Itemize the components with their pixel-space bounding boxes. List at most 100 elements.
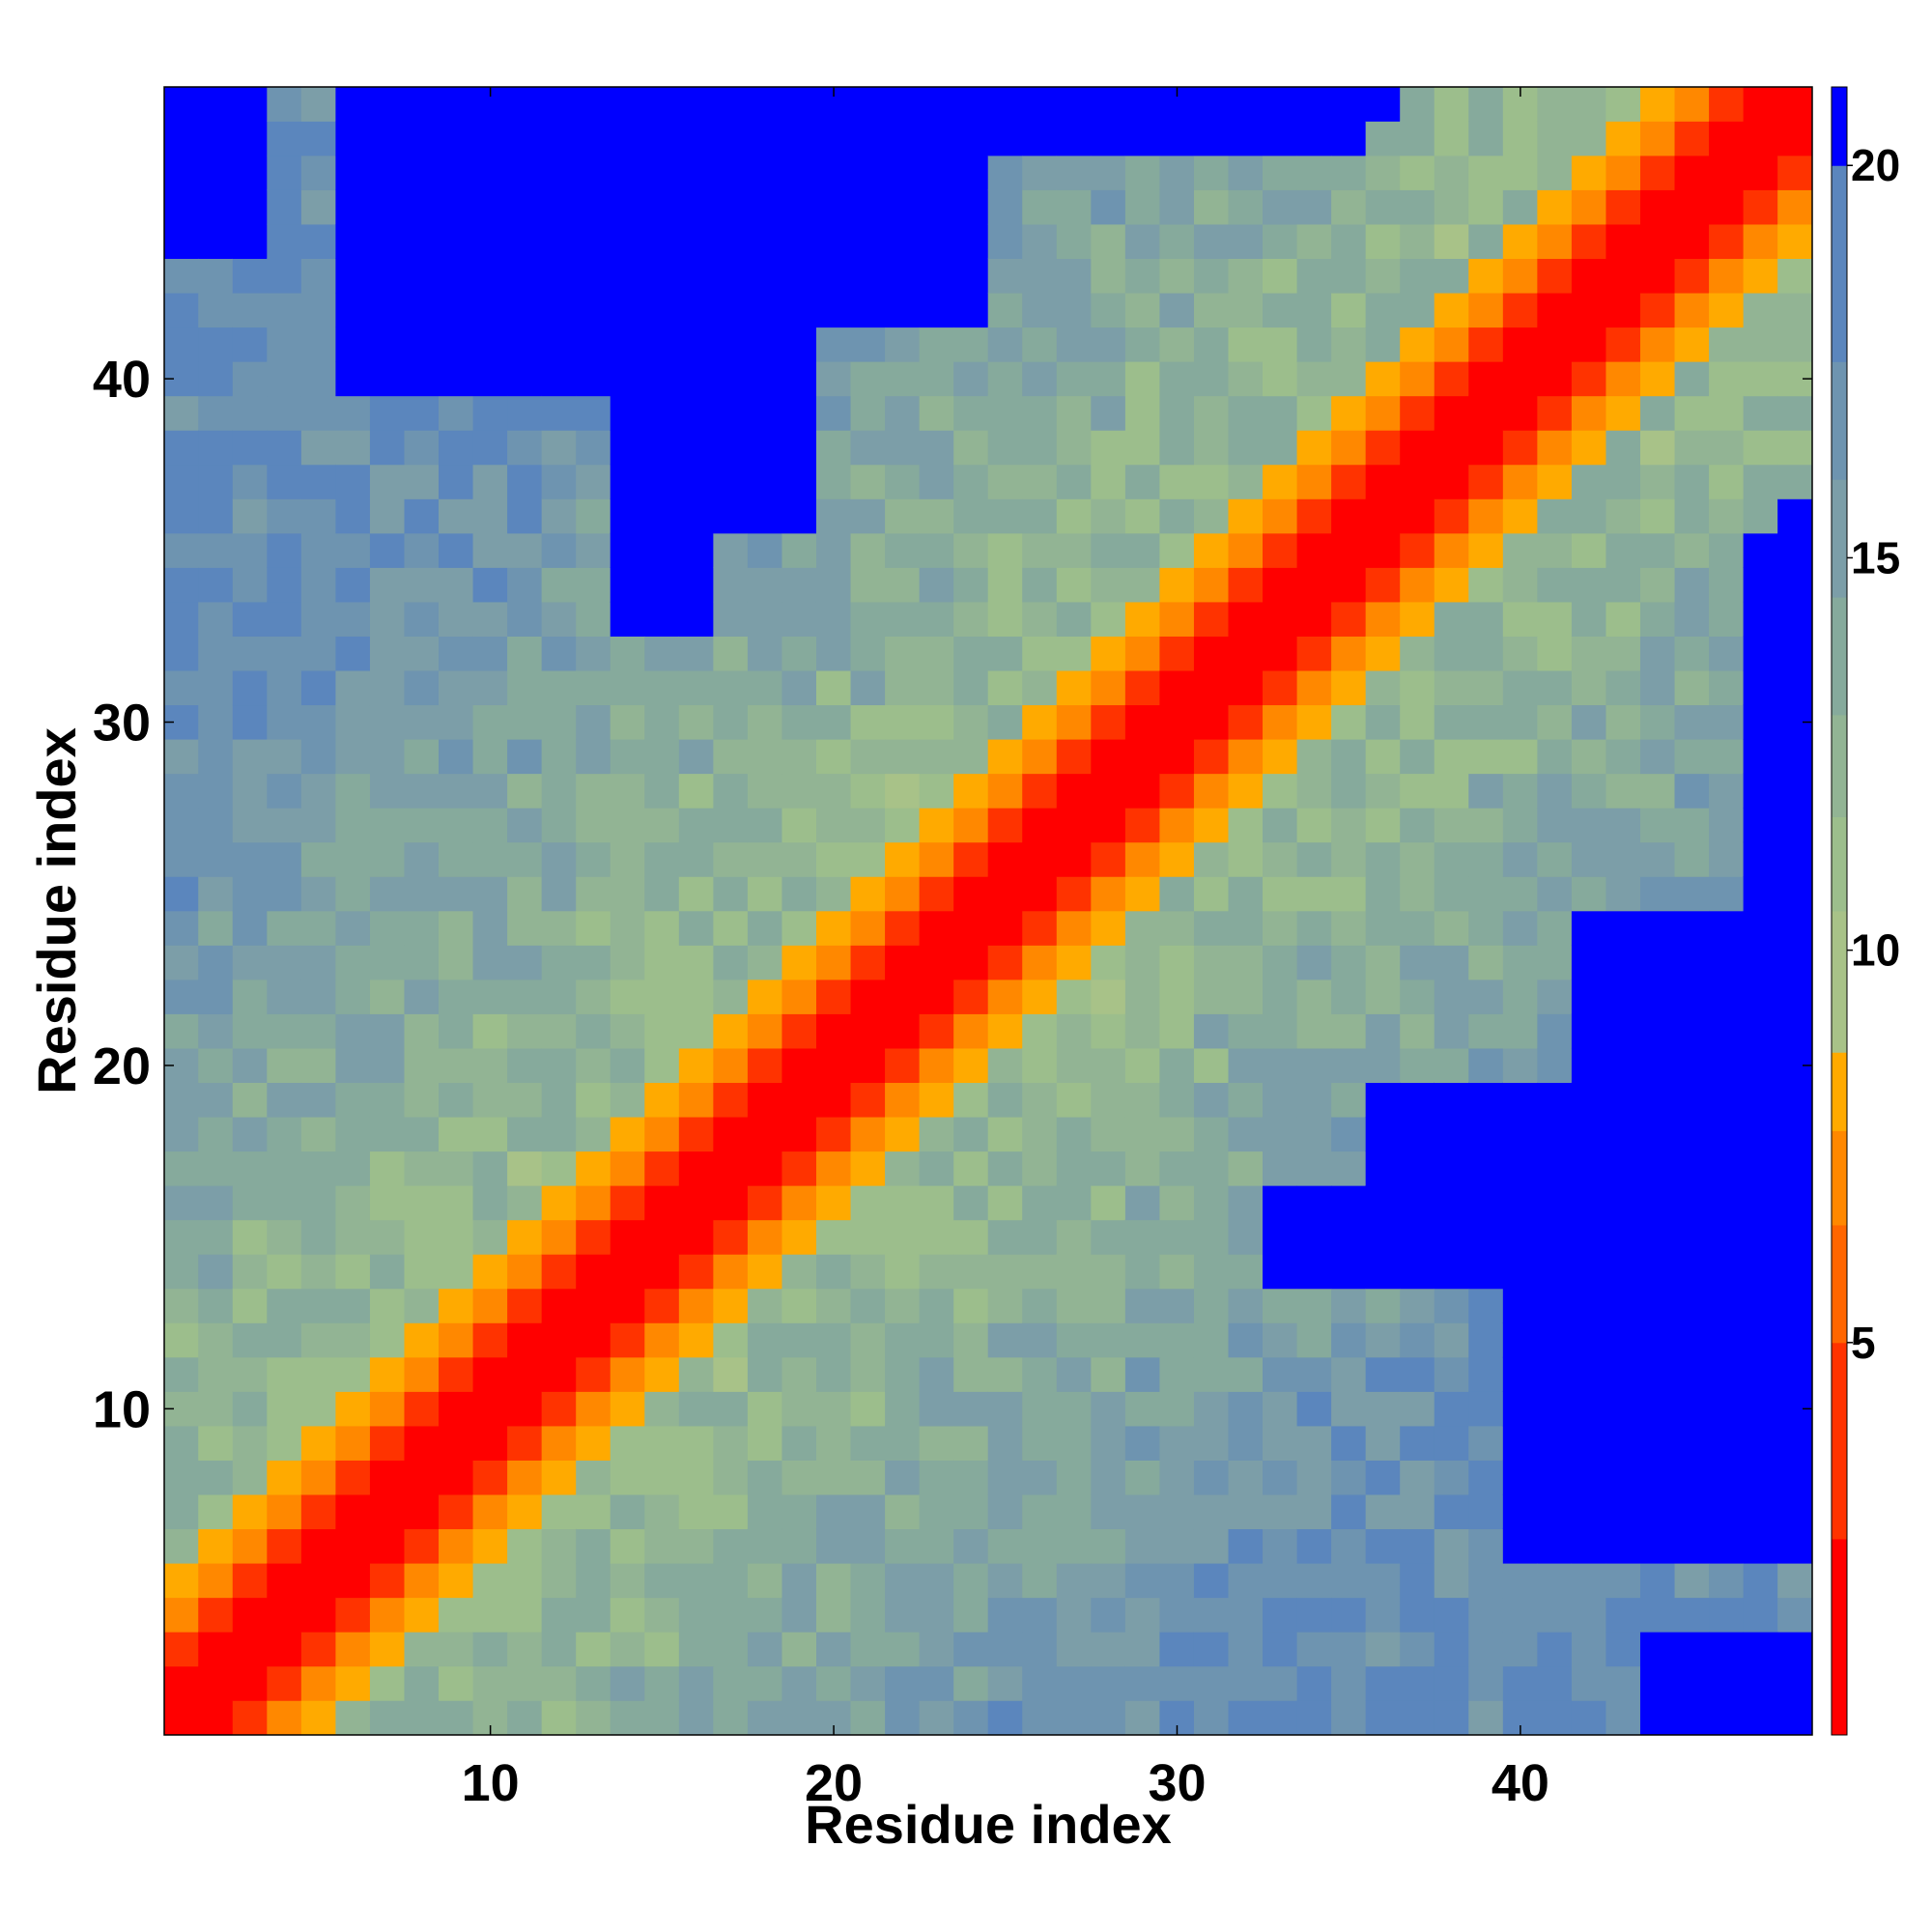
heatmap-cell <box>1365 910 1401 946</box>
heatmap-cell <box>781 361 817 397</box>
heatmap-cell <box>1296 808 1332 843</box>
heatmap-cell <box>1228 773 1264 809</box>
heatmap-cell <box>541 498 577 534</box>
heatmap-cell <box>1537 910 1573 946</box>
heatmap-cell <box>541 1254 577 1290</box>
heatmap-cell <box>987 1254 1023 1290</box>
heatmap-cell <box>644 1116 680 1152</box>
heatmap-cell <box>232 1597 268 1633</box>
heatmap-cell <box>1331 1047 1367 1084</box>
heatmap-cell <box>198 532 234 568</box>
heatmap-cell <box>439 910 474 946</box>
heatmap-cell <box>713 1562 749 1599</box>
heatmap-cell <box>1709 636 1745 671</box>
heatmap-cell <box>1571 1632 1607 1667</box>
heatmap-cell <box>198 292 234 328</box>
heatmap-cell <box>1743 1288 1778 1323</box>
heatmap-cell <box>541 1460 577 1495</box>
heatmap-cell <box>919 430 954 466</box>
heatmap-cell <box>1056 1047 1092 1084</box>
heatmap-cell <box>1296 1219 1332 1255</box>
heatmap-cell <box>850 567 886 603</box>
heatmap-cell <box>1124 945 1161 980</box>
heatmap-cell <box>1296 1460 1332 1495</box>
heatmap-cell <box>1159 876 1195 912</box>
heatmap-cell <box>541 189 577 225</box>
heatmap-cell <box>1091 430 1126 466</box>
heatmap-cell <box>1159 841 1195 877</box>
heatmap-cell <box>1124 1356 1161 1392</box>
heatmap-cell <box>1193 979 1230 1014</box>
heatmap-cell <box>1365 1391 1401 1427</box>
heatmap-cell <box>987 189 1023 225</box>
heatmap-cell <box>1159 1185 1195 1221</box>
heatmap-cell <box>232 327 268 362</box>
heatmap-cell <box>885 1632 921 1667</box>
heatmap-cell <box>1468 430 1504 466</box>
heatmap-cell <box>781 395 817 431</box>
heatmap-cell <box>610 1460 645 1495</box>
heatmap-cell <box>1124 223 1161 260</box>
heatmap-cell <box>1365 1700 1401 1736</box>
heatmap-cell <box>1159 1254 1195 1290</box>
heatmap-cell <box>1639 669 1676 706</box>
heatmap-cell <box>713 223 749 260</box>
heatmap-cell <box>781 704 817 740</box>
heatmap-cell <box>472 1665 508 1701</box>
heatmap-cell <box>1365 1632 1401 1667</box>
heatmap-cell <box>781 155 817 190</box>
heatmap-cell <box>678 1700 714 1736</box>
heatmap-cell <box>644 498 680 534</box>
heatmap-cell <box>1434 430 1469 466</box>
heatmap-cell <box>232 1219 268 1255</box>
heatmap-cell <box>198 979 234 1014</box>
heatmap-cell <box>507 1151 543 1186</box>
heatmap-cell <box>1091 1632 1126 1667</box>
heatmap-cell <box>815 1047 852 1084</box>
heatmap-cell <box>1022 1185 1058 1221</box>
heatmap-cell <box>1537 1665 1573 1701</box>
heatmap-cell <box>1743 464 1778 499</box>
heatmap-cell <box>644 567 680 603</box>
heatmap-cell <box>815 498 852 534</box>
heatmap-cell <box>439 395 474 431</box>
heatmap-cell <box>1228 1391 1264 1427</box>
heatmap-cell <box>713 327 749 362</box>
heatmap-cell <box>1674 223 1710 260</box>
heatmap-cell <box>1159 155 1195 190</box>
heatmap-cell <box>1022 327 1058 362</box>
heatmap-cell <box>439 738 474 775</box>
heatmap-cell <box>163 1082 199 1118</box>
heatmap-cell <box>1159 1391 1195 1427</box>
heatmap-cell <box>1537 1632 1573 1667</box>
heatmap-cell <box>1091 1288 1126 1323</box>
heatmap-cell <box>1537 669 1573 706</box>
heatmap-cell <box>1434 532 1469 568</box>
heatmap-cell <box>885 1528 921 1564</box>
heatmap-cell <box>1091 979 1126 1014</box>
heatmap-cell <box>1056 258 1092 294</box>
heatmap-cell <box>1571 1425 1607 1461</box>
heatmap-cell <box>1571 1562 1607 1599</box>
heatmap-cell <box>267 327 302 362</box>
heatmap-cell <box>850 1493 886 1530</box>
heatmap-cell <box>953 1288 989 1323</box>
heatmap-cell <box>404 532 440 568</box>
heatmap-cell <box>1263 498 1298 534</box>
heatmap-cell <box>1022 1425 1058 1461</box>
colorbar-tick-label: 5 <box>1851 1318 1876 1368</box>
heatmap-cell <box>267 1013 302 1049</box>
heatmap-cell <box>644 945 680 980</box>
heatmap-cell <box>1124 498 1161 534</box>
heatmap-cell <box>1400 1013 1435 1049</box>
heatmap-cell <box>507 808 543 843</box>
heatmap-cell <box>1228 704 1264 740</box>
heatmap-cell <box>1502 395 1538 431</box>
heatmap-cell <box>1331 1082 1367 1118</box>
heatmap-cell <box>713 808 749 843</box>
heatmap-cell <box>1434 1254 1469 1290</box>
heatmap-cell <box>747 1391 783 1427</box>
heatmap-cell <box>953 1151 989 1186</box>
heatmap-cell <box>919 1632 954 1667</box>
heatmap-cell <box>507 567 543 603</box>
